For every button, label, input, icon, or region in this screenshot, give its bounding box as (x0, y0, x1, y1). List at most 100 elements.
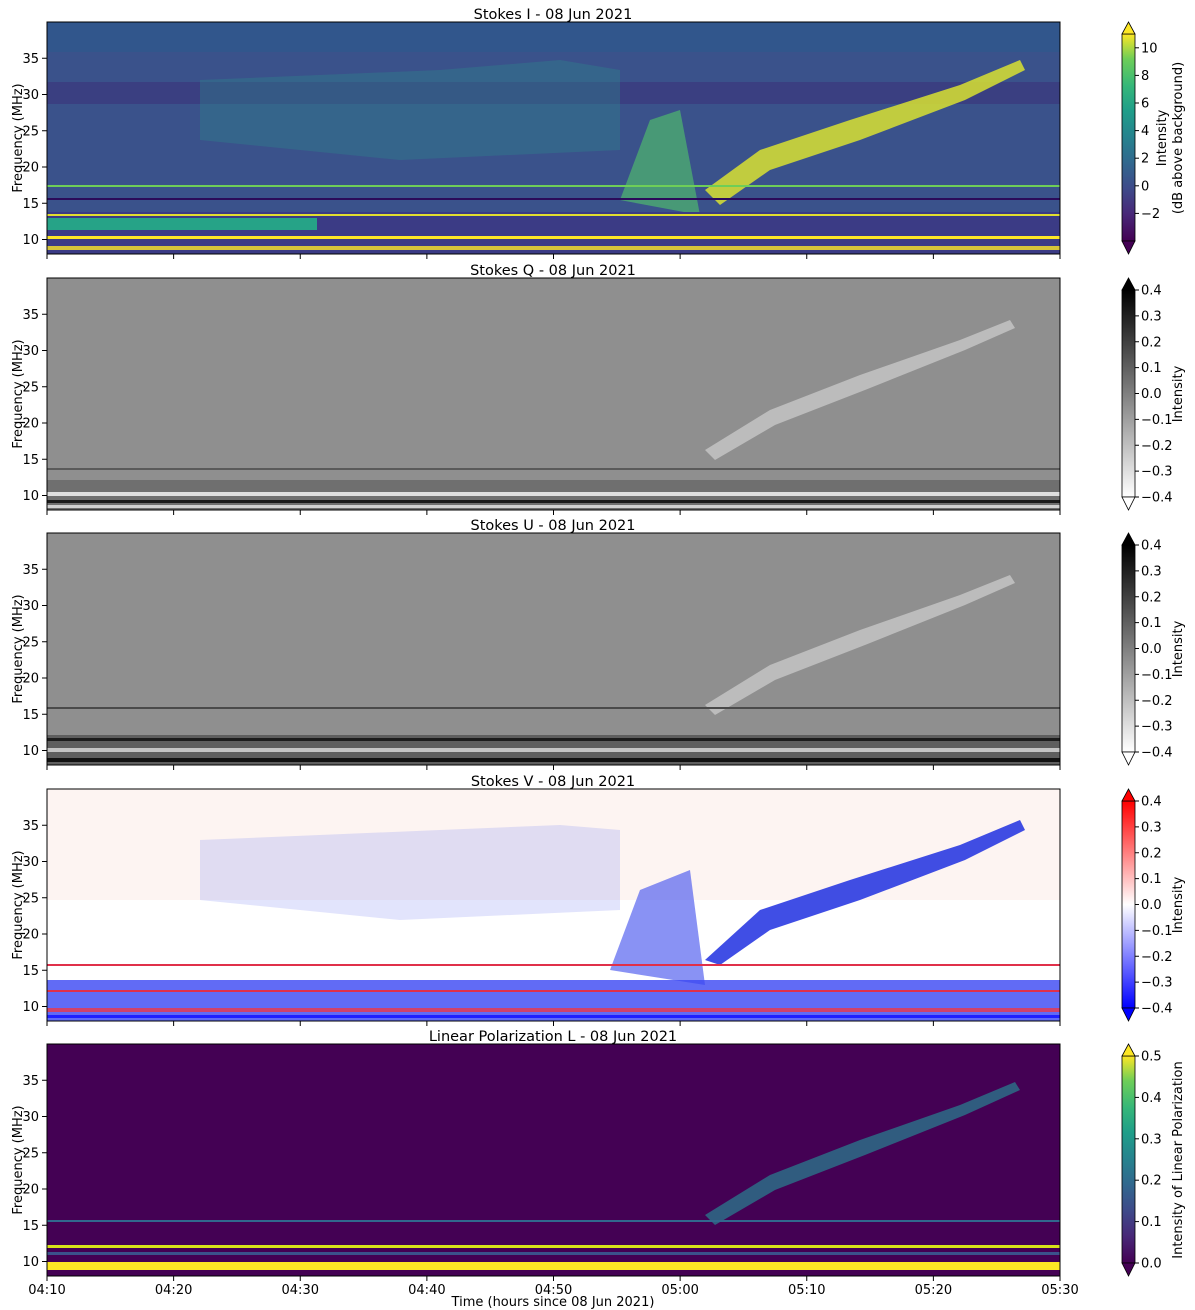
spectrogram-background (47, 1044, 1060, 1276)
colorbar-tick-label: −0.3 (1141, 976, 1173, 991)
x-tick-label: 05:20 (915, 1283, 952, 1298)
y-tick-label: 10 (22, 1000, 39, 1015)
rfi-band (47, 1252, 1060, 1255)
burst-cluster-tails (200, 60, 620, 160)
y-tick-label: 30 (22, 599, 39, 614)
drifting-burst (705, 320, 1015, 460)
rfi-line (47, 1220, 1060, 1222)
y-tick-label: 10 (22, 233, 39, 248)
colorbar-scale (1121, 289, 1136, 498)
x-tick-label: 05:10 (788, 1283, 825, 1298)
colorbar-tick-label: −0.1 (1141, 924, 1173, 939)
colorbar-tick-label: 0.5 (1141, 1050, 1162, 1065)
x-axis (46, 765, 1061, 770)
colorbar-tick-label: −0.1 (1141, 413, 1173, 428)
rfi-line (47, 198, 1060, 200)
burst-cluster-left (610, 870, 705, 985)
y-axis-label: Frequency (MHz) (11, 1105, 26, 1214)
colorbar-tick-label: 0.2 (1141, 1174, 1162, 1189)
colorbar-tick-label: 0.1 (1141, 361, 1162, 376)
colorbar-extend-min (1121, 240, 1136, 255)
y-tick-label: 10 (22, 744, 39, 759)
burst-cluster-tails (200, 825, 620, 920)
drifting-burst (705, 575, 1015, 715)
spectrogram-image (47, 1044, 1060, 1276)
y-tick-label: 30 (22, 1110, 39, 1125)
y-tick-label: 20 (22, 417, 39, 432)
colorbar-tick-label: 0.2 (1141, 846, 1162, 861)
panel-title: Stokes I - 08 Jun 2021 (474, 7, 633, 23)
x-axis-label: Time (hours since 08 Jun 2021) (451, 1295, 655, 1310)
colorbar-extend-min (1121, 1262, 1136, 1277)
colorbar-extend-min (1121, 1007, 1136, 1022)
colorbar-extend-max (1121, 1043, 1136, 1057)
colorbar-scale (1121, 33, 1136, 242)
rfi-band (47, 980, 1060, 1021)
colorbar-tick-label: 0.0 (1141, 387, 1162, 402)
colorbar-tick-label: 0.0 (1141, 1257, 1162, 1272)
colorbar-tick-label: 4 (1141, 124, 1149, 139)
colorbar-tick-label: 0.3 (1141, 820, 1162, 835)
panel-title: Stokes V - 08 Jun 2021 (471, 774, 635, 790)
spectrogram-image (47, 278, 1060, 510)
colorbar-tick-label: 0.1 (1141, 616, 1162, 631)
rfi-band (47, 1245, 1060, 1248)
colorbar: 0.5 0.4 0.3 0.2 0.1 0.0 Intensity of Linear P… (1121, 1043, 1186, 1277)
x-tick-label: 04:50 (535, 1283, 572, 1298)
colorbar-tick-label: 2 (1141, 152, 1149, 167)
colorbar-label: Intensity (1171, 620, 1186, 677)
rfi-band (47, 236, 1060, 239)
colorbar-scale (1121, 544, 1136, 753)
rfi-band (47, 218, 317, 230)
colorbar-tick-label: 0.4 (1141, 539, 1162, 554)
x-tick-label: 05:30 (1041, 1283, 1078, 1298)
y-axis-label: Frequency (MHz) (11, 594, 26, 703)
colorbar-tick-label: 10 (1141, 41, 1158, 56)
colorbar-tick-label: 0.3 (1141, 564, 1162, 579)
colorbar-extend-min (1121, 496, 1136, 511)
colorbar-label: (dB above background) (1171, 62, 1186, 214)
colorbar-tick-label: −0.4 (1141, 746, 1173, 761)
drifting-burst (705, 1082, 1020, 1225)
x-tick-label: 04:20 (155, 1283, 192, 1298)
rfi-line (47, 468, 1060, 470)
y-tick-label: 15 (22, 1219, 39, 1234)
panel-title: Stokes Q - 08 Jun 2021 (470, 263, 636, 279)
colorbar-tick-label: −0.2 (1141, 439, 1173, 454)
colorbar-tick-label: 0.1 (1141, 1215, 1162, 1230)
panel-title: Stokes U - 08 Jun 2021 (470, 518, 635, 534)
y-axis-label: Frequency (MHz) (11, 850, 26, 959)
colorbar-extend-max (1121, 21, 1136, 35)
rfi-band (47, 758, 1060, 762)
y-tick-label: 30 (22, 88, 39, 103)
rfi-band (47, 1015, 1060, 1018)
panel-stokes-v: Stokes V - 08 Jun 2021 10 15 20 25 30 35 Freq… (11, 774, 1186, 1026)
spectrogram-image (47, 533, 1060, 765)
colorbar-label: Intensity (1171, 365, 1186, 422)
x-tick-label: 04:10 (28, 1283, 65, 1298)
y-tick-label: 30 (22, 855, 39, 870)
y-axis: 10 15 20 25 30 35 (22, 819, 47, 1015)
colorbar-tick-label: −0.3 (1141, 465, 1173, 480)
rfi-band (47, 505, 1060, 508)
y-axis-label: Frequency (MHz) (11, 83, 26, 192)
spectrogram-image (47, 789, 1060, 1021)
upper-band (47, 22, 1060, 52)
y-tick-label: 25 (22, 891, 39, 906)
spectrogram-background (47, 533, 1060, 765)
y-tick-label: 20 (22, 1183, 39, 1198)
rfi-band (47, 246, 1060, 250)
colorbar-tick-label: 0.1 (1141, 872, 1162, 887)
spectrogram-image (47, 22, 1060, 254)
x-axis: 04:10 04:20 04:30 04:40 04:50 05:00 05:10 05:20… (28, 1276, 1079, 1298)
colorbar-tick-label: −0.1 (1141, 668, 1173, 683)
colorbar-tick-label: 8 (1141, 69, 1149, 84)
y-axis-label: Frequency (MHz) (11, 339, 26, 448)
y-axis: 10 15 20 25 30 35 (22, 308, 47, 504)
x-tick-label: 04:30 (282, 1283, 319, 1298)
y-axis: 10 15 20 25 30 35 (22, 563, 47, 759)
colorbar-tick-label: −0.3 (1141, 720, 1173, 735)
colorbar-extend-max (1121, 788, 1136, 802)
y-tick-label: 15 (22, 708, 39, 723)
